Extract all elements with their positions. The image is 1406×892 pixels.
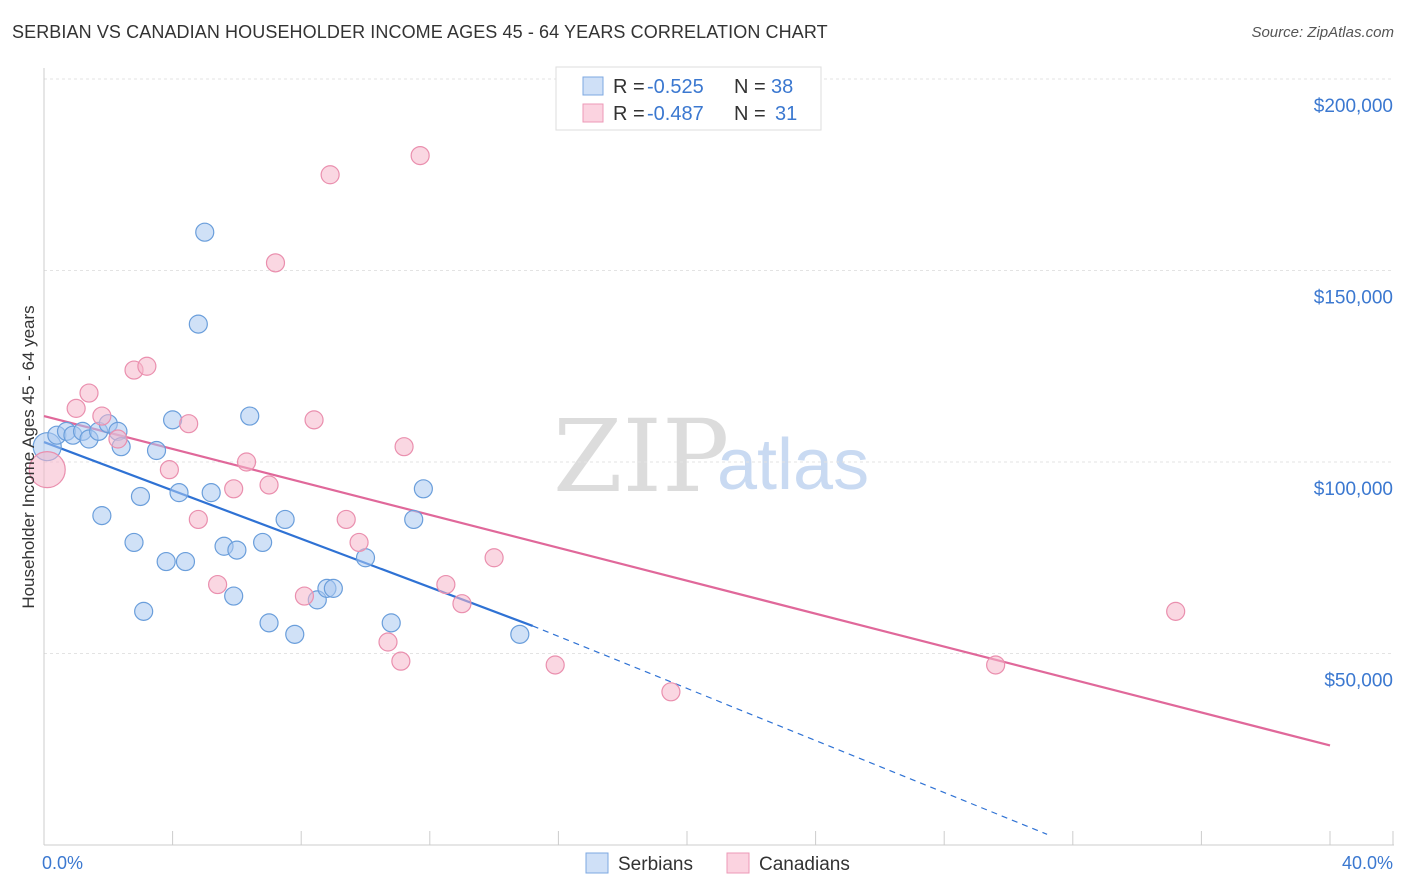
point-canadians	[336, 509, 356, 530]
point-serbians	[285, 624, 305, 644]
point-canadians	[137, 356, 157, 376]
point-canadians	[66, 398, 86, 418]
point-canadians	[159, 460, 179, 480]
legend-r-value-2: -0.487	[647, 103, 704, 125]
point-canadians	[208, 574, 228, 595]
watermark-atlas: atlas	[717, 425, 869, 505]
point-serbians	[510, 624, 530, 644]
point-serbians	[188, 314, 208, 334]
point-canadians	[452, 594, 472, 614]
point-serbians	[404, 509, 424, 530]
legend-n-label-2: N =	[734, 103, 766, 125]
point-serbians	[323, 578, 343, 598]
point-canadians	[1166, 601, 1186, 621]
point-serbians	[134, 601, 154, 621]
point-serbians	[240, 406, 260, 426]
y-tick-label: $150,000	[1314, 288, 1393, 309]
y-tick-label: $50,000	[1324, 671, 1393, 692]
legend-n-value-2: 31	[775, 103, 797, 125]
point-canadians	[224, 479, 244, 499]
point-serbians	[381, 613, 401, 633]
point-canadians	[108, 429, 128, 449]
point-serbians	[124, 532, 144, 553]
point-canadians	[378, 632, 398, 652]
point-canadians	[986, 655, 1006, 675]
correlation-legend: R = -0.525 N = 38 R = -0.487 N = 31	[555, 66, 822, 131]
point-serbians	[169, 483, 189, 503]
point-canadians	[394, 437, 414, 457]
y-tick-label: $200,000	[1314, 96, 1393, 117]
point-canadians	[661, 682, 681, 702]
x-tick-label: 40.0%	[1342, 853, 1393, 873]
y-tick-label: $100,000	[1314, 479, 1393, 500]
point-canadians	[436, 574, 456, 595]
watermark-zip: ZIP	[553, 398, 729, 515]
legend-swatch-canadians	[582, 103, 604, 123]
point-serbians	[175, 551, 196, 572]
y-tick-labels: $50,000 $100,000 $150,000 $200,000	[1314, 96, 1393, 692]
trend-line-serbians	[43, 441, 534, 627]
y-axis-label: Householder Income Ages 45 - 64 years	[19, 305, 38, 608]
grid-lines	[44, 78, 1394, 654]
bottom-swatch-serbians	[585, 852, 609, 874]
point-canadians	[265, 253, 286, 273]
point-serbians	[201, 483, 221, 503]
point-canadians	[320, 165, 340, 185]
x-tick-label: 0.0%	[42, 853, 83, 873]
legend-n-label-1: N =	[734, 76, 766, 98]
data-points	[28, 146, 1186, 702]
legend-r-label-1: R =	[613, 76, 645, 98]
legend-r-label-2: R =	[613, 103, 645, 125]
point-serbians	[253, 532, 273, 553]
point-serbians	[259, 613, 279, 633]
legend-swatch-serbians	[582, 76, 604, 96]
chart-title: SERBIAN VS CANADIAN HOUSEHOLDER INCOME A…	[12, 22, 828, 42]
point-canadians	[28, 451, 66, 489]
point-serbians	[156, 551, 176, 572]
trend-line-canadians	[43, 414, 1331, 747]
point-canadians	[410, 146, 430, 166]
point-serbians	[163, 410, 183, 430]
point-serbians	[275, 509, 295, 530]
trend-lines	[43, 414, 1331, 835]
point-serbians	[130, 486, 151, 507]
source-credit: Source: ZipAtlas.com	[1251, 24, 1394, 41]
point-serbians	[413, 479, 433, 499]
point-canadians	[92, 406, 112, 426]
x-tick-labels: 0.0% 40.0%	[42, 853, 1393, 873]
point-canadians	[79, 383, 99, 403]
point-serbians	[224, 586, 244, 606]
point-canadians	[236, 452, 257, 472]
point-canadians	[545, 655, 565, 675]
bottom-legend-serbians: Serbians	[618, 854, 693, 875]
legend-r-value-1: -0.525	[647, 76, 704, 98]
point-serbians	[146, 440, 167, 461]
trend-line-serbians-extension	[532, 625, 1048, 835]
point-canadians	[484, 548, 504, 568]
series-legend: Serbians Canadians	[585, 852, 850, 875]
point-serbians	[195, 222, 215, 242]
bottom-swatch-canadians	[726, 852, 750, 874]
legend-n-value-1: 38	[771, 76, 793, 98]
point-canadians	[391, 651, 411, 671]
point-canadians	[304, 410, 324, 430]
point-serbians	[227, 540, 247, 560]
point-canadians	[179, 414, 199, 434]
bottom-legend-canadians: Canadians	[759, 854, 850, 875]
point-canadians	[294, 586, 315, 606]
point-canadians	[349, 532, 369, 553]
point-canadians	[259, 475, 279, 495]
point-serbians	[92, 506, 112, 526]
point-canadians	[188, 509, 208, 530]
